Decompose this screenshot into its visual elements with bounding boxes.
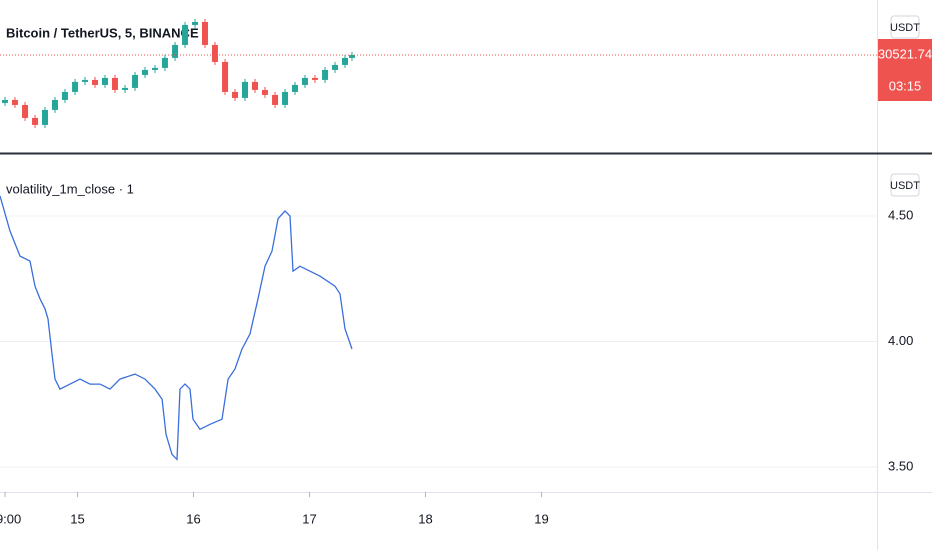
last-price: 30521.74 — [878, 46, 932, 61]
indicator-title: volatility_1m_close · 1 — [6, 181, 134, 196]
x-tick-label: 17 — [302, 511, 316, 526]
candle-body — [51, 99, 58, 110]
currency-button[interactable] — [890, 15, 920, 39]
price-label-box — [878, 39, 932, 101]
candle-body — [341, 57, 348, 65]
candle-body — [11, 99, 18, 105]
x-tick-label: 09:00 — [0, 511, 21, 526]
candle-body — [282, 91, 289, 105]
candle-body — [322, 69, 329, 80]
currency-button[interactable] — [890, 173, 920, 197]
candle-body — [332, 64, 339, 70]
candle-body — [272, 94, 279, 105]
candle-body — [92, 79, 99, 85]
bar-countdown: 03:15 — [889, 78, 922, 93]
candle-body — [22, 104, 29, 118]
x-tick-label: 18 — [418, 511, 432, 526]
currency-label[interactable]: USDT — [890, 180, 920, 192]
y-tick-label: 4.00 — [888, 333, 913, 348]
candle-body — [301, 77, 308, 85]
candle-body — [82, 79, 89, 82]
currency-label[interactable]: USDT — [890, 22, 920, 34]
candle-body — [151, 67, 158, 70]
x-tick-label: 19 — [534, 511, 548, 526]
candle-body — [61, 91, 68, 100]
candle-body — [242, 81, 249, 98]
candle-body — [201, 21, 208, 45]
candle-body — [251, 81, 258, 90]
candle-body — [161, 57, 168, 68]
x-tick-label: 15 — [70, 511, 84, 526]
symbol-title: Bitcoin / TetherUS, 5, BINANCE — [6, 25, 199, 40]
candle-body — [42, 109, 49, 125]
candle-body — [348, 55, 355, 58]
volatility-line — [0, 195, 353, 461]
candle-body — [101, 77, 108, 85]
candle-body — [192, 21, 199, 25]
candle-body — [232, 91, 239, 98]
candle-body — [32, 117, 39, 125]
candle-body — [1, 99, 8, 103]
candle-body — [132, 74, 139, 88]
candle-body — [111, 77, 118, 90]
candle-body — [142, 69, 149, 75]
candle-body — [311, 77, 318, 80]
candle-body — [292, 84, 299, 92]
candle-body — [72, 81, 79, 92]
candle-body — [222, 61, 229, 92]
y-tick-label: 3.50 — [888, 458, 913, 473]
candle-body — [182, 24, 189, 45]
x-tick-label: 16 — [186, 511, 200, 526]
candle-body — [261, 89, 268, 95]
y-tick-label: 4.50 — [888, 207, 913, 222]
candle-body — [211, 44, 218, 62]
candle-body — [122, 87, 129, 90]
candle-body — [172, 44, 179, 58]
